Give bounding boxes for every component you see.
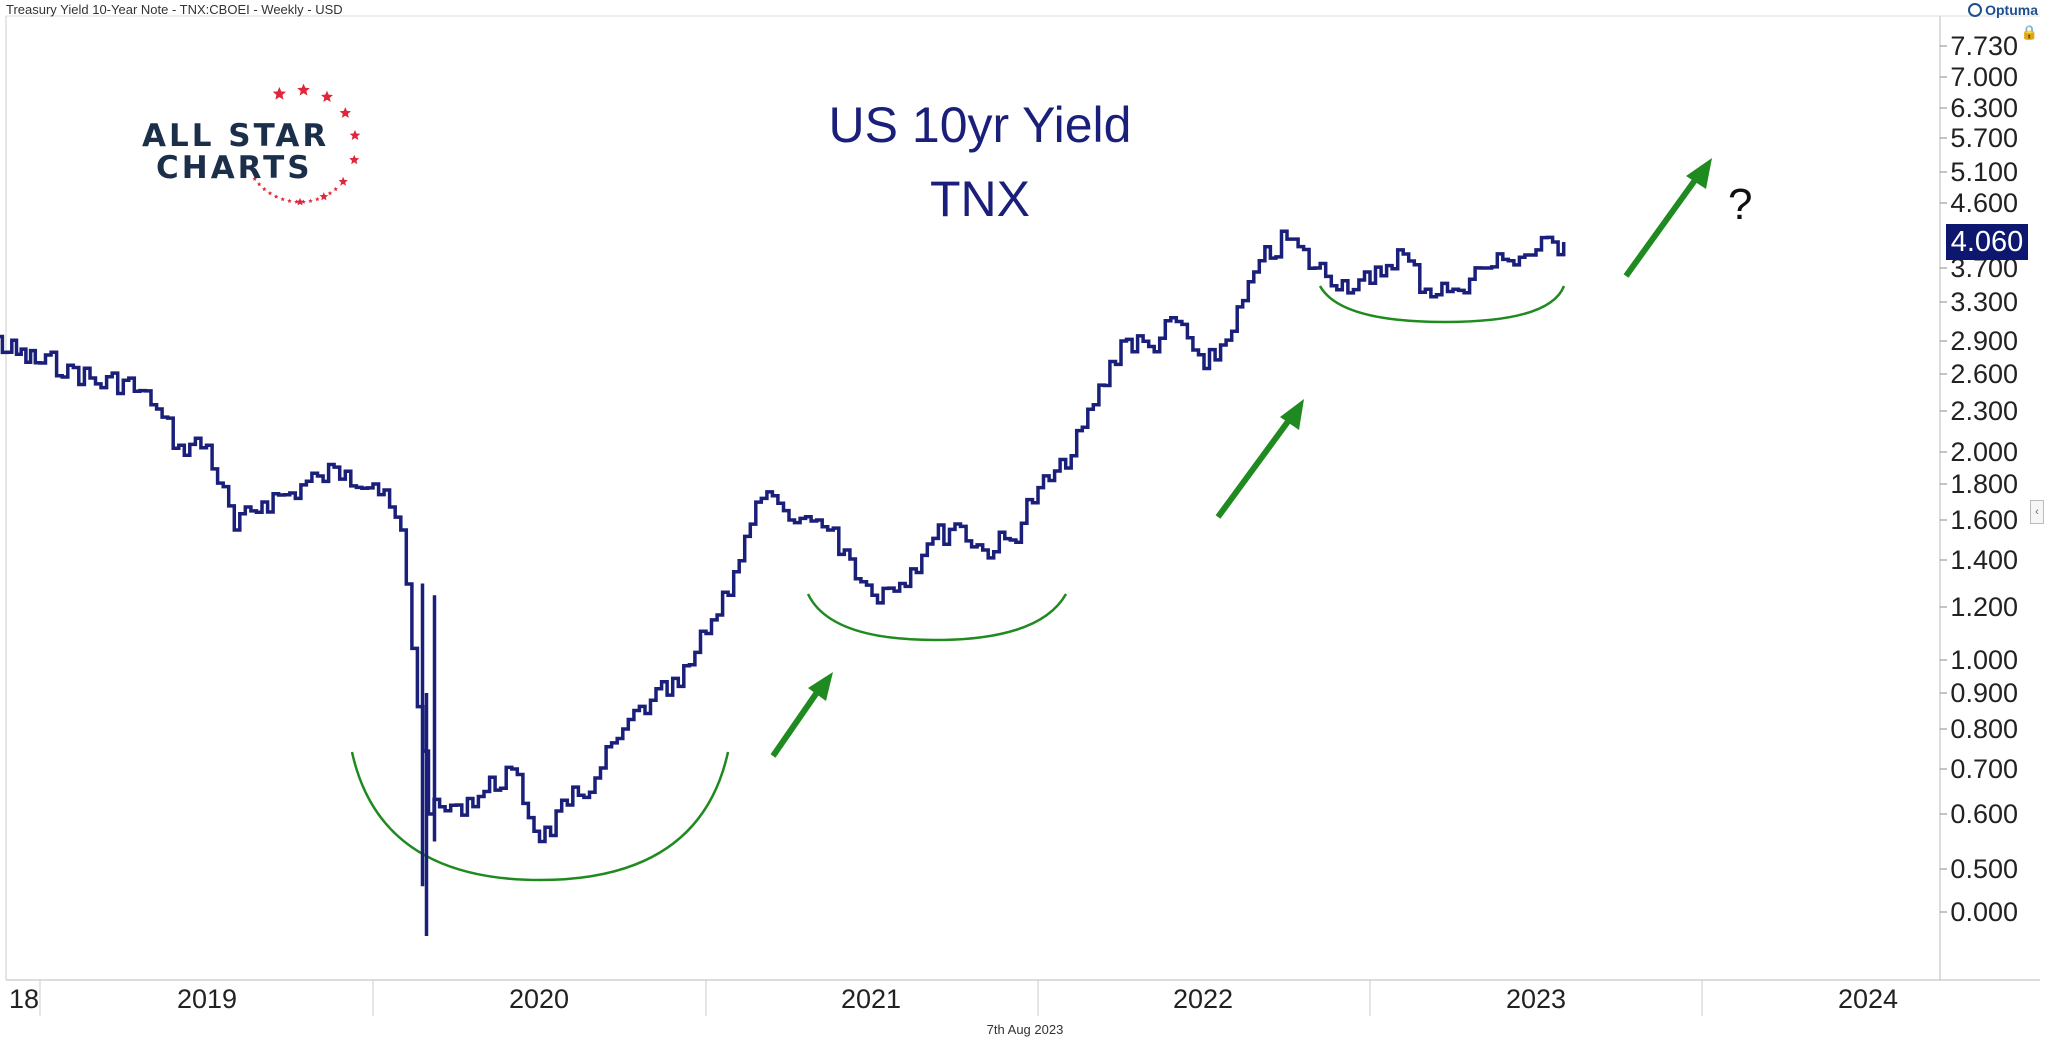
base-arc-2021 (806, 593, 1068, 642)
logo-star-icon (273, 194, 279, 199)
x-tick-label: 2024 (1838, 984, 1898, 1014)
x-tick-label: 2021 (841, 984, 901, 1014)
y-tick-label: 2.600 (1950, 359, 2018, 389)
x-tick-label: 2019 (177, 984, 237, 1014)
logo-star-icon (256, 181, 262, 187)
instrument-header: Treasury Yield 10-Year Note - TNX:CBOEI … (6, 2, 343, 17)
logo-star-icon (272, 86, 286, 100)
logo-star-icon (333, 186, 338, 192)
logo-star-icon (321, 194, 327, 199)
optuma-logo-icon (1968, 3, 1983, 17)
vendor-name: Optuma (1985, 2, 2038, 18)
y-tick-label: 7.730 (1950, 31, 2018, 61)
logo-star-icon (315, 196, 320, 202)
x-tick-label: 2023 (1506, 984, 1566, 1014)
trend-arrows (770, 158, 1712, 758)
vendor-brand: Optuma (1968, 2, 2038, 18)
y-tick-label: 1.400 (1950, 545, 2018, 575)
y-tick-label: 2.300 (1950, 396, 2018, 426)
star-arc-icon (252, 84, 361, 206)
base-arc-2023 (1318, 285, 1566, 324)
y-tick-label: 3.300 (1950, 287, 2018, 317)
y-tick-label: 0.900 (1950, 678, 2018, 708)
logo-star-icon (296, 197, 304, 206)
annotation-group (350, 285, 1566, 882)
logo-star-icon (294, 199, 299, 204)
logo-star-icon (349, 129, 361, 140)
chart-title: US 10yr Yield (828, 97, 1132, 153)
logo-star-icon (280, 196, 285, 202)
logo-star-icon (321, 90, 333, 102)
y-tick-label: 7.000 (1950, 62, 2018, 92)
question-annotation: ? (1728, 180, 1753, 229)
y-tick-label: 0.600 (1950, 799, 2018, 829)
logo-star-icon (338, 176, 348, 186)
logo-line-1: ALL STAR (142, 118, 330, 154)
collapse-panel-tab[interactable]: ‹ (2030, 500, 2044, 524)
logo-star-icon (327, 190, 333, 196)
lock-icon[interactable]: 🔒 (2020, 24, 2038, 40)
logo-line-2: CHARTS (156, 150, 313, 186)
arrow-1-head (808, 672, 833, 701)
logo-star-icon (308, 198, 313, 203)
y-tick-label: 0.500 (1950, 854, 2018, 884)
logo-star-icon (287, 198, 292, 203)
y-tick-label: 1.800 (1950, 469, 2018, 499)
logo-star-icon (349, 154, 360, 165)
logo-star-icon (297, 84, 310, 96)
y-tick-label: 0.800 (1950, 714, 2018, 744)
y-tick-label: 0.000 (1950, 897, 2018, 927)
x-tick-label: 2022 (1173, 984, 1233, 1014)
yield-series-line (0, 229, 1566, 844)
y-tick-label: 4.600 (1950, 188, 2018, 218)
last-value-badge: 4.060 (1946, 224, 2028, 260)
y-tick-label: 5.700 (1950, 123, 2018, 153)
y-tick-label: 6.300 (1950, 93, 2018, 123)
arrow-2 (1215, 414, 1295, 519)
logo-star-icon (339, 107, 351, 118)
chart-subtitle: TNX (930, 171, 1030, 227)
arrow-1 (770, 686, 823, 758)
y-tick-label: 0.700 (1950, 754, 2018, 784)
footer-date: 7th Aug 2023 (986, 1022, 1064, 1037)
x-tick-label: 2020 (509, 984, 569, 1014)
logo-star-icon (267, 190, 273, 196)
logo-star-icon (252, 176, 257, 181)
arrow-2-head (1280, 399, 1304, 430)
y-tick-label: 5.100 (1950, 157, 2018, 187)
y-tick-label: 1.000 (1950, 645, 2018, 675)
arrow-3 (1623, 174, 1701, 278)
arrow-3-head (1686, 158, 1712, 189)
y-tick-label: 2.900 (1950, 326, 2018, 356)
y-tick-label: 2.000 (1950, 437, 2018, 467)
x-tick-label: 18 (9, 984, 39, 1014)
logo-star-icon (301, 199, 306, 204)
logo-star-icon (262, 186, 267, 192)
y-tick-label: 1.200 (1950, 592, 2018, 622)
y-tick-label: 1.600 (1950, 505, 2018, 535)
base-arc-2020 (350, 751, 730, 882)
allstarcharts-logo: ALL STAR CHARTS (140, 84, 370, 214)
